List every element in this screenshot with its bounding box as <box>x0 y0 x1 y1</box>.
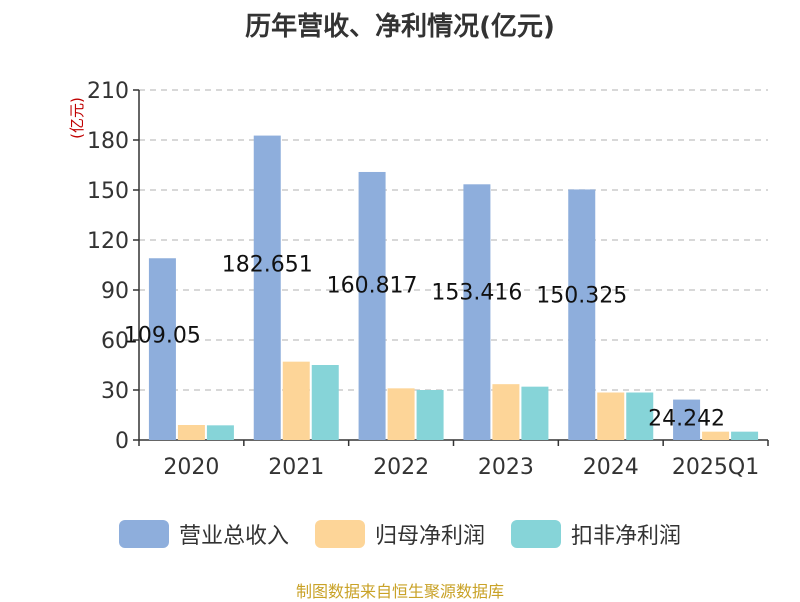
bar-0-2[interactable] <box>358 171 386 440</box>
data-label-revenue: 160.817 <box>327 274 418 299</box>
y-tick-label: 180 <box>87 129 129 154</box>
data-label-revenue: 182.651 <box>222 252 313 277</box>
bar-1-1[interactable] <box>282 361 310 440</box>
axes: 0 30 60 90 120 150 180 210 2020 2021 2022 2023 2024 2… <box>87 79 769 480</box>
y-tick-label: 120 <box>87 229 129 254</box>
bar-1-4[interactable] <box>597 392 625 441</box>
legend-swatch-revenue <box>118 520 169 548</box>
chart-title: 历年营收、净利情况(亿元) <box>245 12 555 42</box>
legend-label-net-profit: 归母净利润 <box>374 524 485 549</box>
data-label-revenue: 153.416 <box>431 281 522 306</box>
legend: 营业总收入 归母净利润 扣非净利润 <box>0 518 800 550</box>
bar-1-0[interactable] <box>177 425 205 440</box>
bar-1-2[interactable] <box>387 388 415 440</box>
bar-0-1[interactable] <box>253 135 281 440</box>
y-tick-label: 60 <box>101 329 129 354</box>
bar-1-5[interactable] <box>702 431 730 440</box>
y-axis-label: (亿元) <box>68 97 86 139</box>
source-note: 制图数据来自恒生聚源数据库 <box>295 582 504 601</box>
bar-0-5[interactable] <box>673 399 701 440</box>
x-tick-label: 2020 <box>163 455 219 480</box>
bar-0-4[interactable] <box>568 189 596 440</box>
bar-0-3[interactable] <box>463 184 491 440</box>
bar-2-2[interactable] <box>416 390 444 440</box>
legend-swatch-deducted-profit <box>511 520 561 548</box>
bars <box>148 135 759 441</box>
y-tick-label: 210 <box>87 79 129 104</box>
bar-2-3[interactable] <box>521 386 549 440</box>
data-labels: 109.05 182.651 160.817 153.416 150.325 24.242 <box>124 252 725 431</box>
data-label-revenue: 24.242 <box>648 407 725 432</box>
y-tick-label: 0 <box>115 429 129 454</box>
x-tick-label: 2023 <box>478 455 534 480</box>
bar-2-1[interactable] <box>311 365 339 440</box>
legend-item-revenue[interactable]: 营业总收入 <box>118 518 289 550</box>
legend-swatch-net-profit <box>314 520 365 548</box>
bar-2-0[interactable] <box>206 425 234 440</box>
data-label-revenue: 109.05 <box>124 324 201 349</box>
x-tick-label: 2025Q1 <box>672 455 759 480</box>
legend-label-revenue: 营业总收入 <box>178 524 289 549</box>
legend-item-net-profit[interactable]: 归母净利润 <box>314 518 485 550</box>
bar-0-0[interactable] <box>148 258 176 440</box>
grid-lines <box>139 89 768 391</box>
bar-2-4[interactable] <box>626 392 654 441</box>
y-tick-label: 150 <box>87 179 129 204</box>
x-tick-label: 2022 <box>373 455 429 480</box>
y-tick-label: 90 <box>101 279 129 304</box>
y-tick-label: 30 <box>101 379 129 404</box>
x-tick-label: 2021 <box>268 455 324 480</box>
data-label-revenue: 150.325 <box>536 284 627 309</box>
x-tick-label: 2024 <box>583 455 639 480</box>
bar-1-3[interactable] <box>492 384 520 440</box>
bar-2-5[interactable] <box>731 431 759 440</box>
legend-label-deducted-profit: 扣非净利润 <box>571 524 682 549</box>
legend-item-deducted-profit[interactable]: 扣非净利润 <box>511 518 681 550</box>
